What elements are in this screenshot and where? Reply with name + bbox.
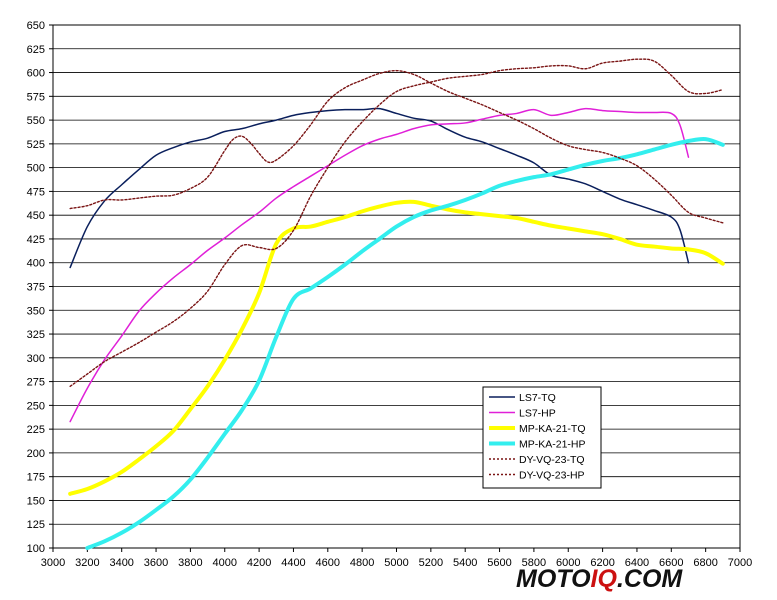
y-tick-label: 175 <box>27 472 45 484</box>
logo-suffix-text: .COM <box>617 565 683 593</box>
x-tick-label: 5800 <box>522 557 546 569</box>
x-tick-label: 4600 <box>316 557 340 569</box>
legend-label: MP-KA-21-TQ <box>519 423 586 435</box>
y-tick-label: 275 <box>27 377 45 389</box>
y-tick-label: 375 <box>27 282 45 294</box>
y-axis-tick-labels: 100 125 150 175 200 225 250 275 300 325 350 375 400 4… <box>27 20 45 555</box>
y-tick-label: 550 <box>27 115 45 127</box>
x-tick-label: 3800 <box>178 557 202 569</box>
gridlines <box>53 24 740 549</box>
legend-box <box>482 386 602 489</box>
x-tick-label: 6200 <box>590 557 614 569</box>
series-line-mp-ka-21-tq <box>68 199 725 496</box>
y-tick-label: 425 <box>27 234 45 246</box>
legend-label: MP-KA-21-HP <box>519 439 586 451</box>
x-tick-label: 7000 <box>728 557 752 569</box>
x-tick-label: 6000 <box>556 557 580 569</box>
y-tick-label: 400 <box>27 258 45 270</box>
logo-main-text: MOTO <box>516 565 591 593</box>
motoiq-logo: MOTOIQ.COM <box>516 565 683 593</box>
x-tick-label: 4000 <box>213 557 237 569</box>
x-tick-label: 5600 <box>487 557 511 569</box>
series-line-dy-vq-23-tq <box>69 69 724 224</box>
x-tick-label: 3000 <box>41 557 65 569</box>
legend-label: LS7-TQ <box>519 392 556 404</box>
y-tick-label: 475 <box>27 186 45 198</box>
x-tick-label: 6600 <box>659 557 683 569</box>
x-tick-label: 3200 <box>75 557 99 569</box>
legend-label: DY-VQ-23-HP <box>519 470 585 482</box>
x-tick-label: 4200 <box>247 557 271 569</box>
y-tick-label: 225 <box>27 424 45 436</box>
logo-accent-text: IQ <box>591 565 618 593</box>
y-tick-label: 150 <box>27 495 45 507</box>
y-tick-label: 575 <box>27 91 45 103</box>
series-line-ls7-tq <box>69 107 690 269</box>
series-line-mp-ka-21-hp <box>85 136 725 550</box>
y-tick-label: 500 <box>27 163 45 175</box>
x-tick-label: 5200 <box>419 557 443 569</box>
y-tick-label: 450 <box>27 210 45 222</box>
y-tick-label: 325 <box>27 329 45 341</box>
legend-label: LS7-HP <box>519 408 556 420</box>
x-tick-label: 6800 <box>693 557 717 569</box>
legend-label: DY-VQ-23-TQ <box>519 454 585 466</box>
series-line-ls7-hp <box>69 107 690 423</box>
x-axis-tick-labels: 3000 3200 3400 3600 3800 4000 4200 4400 4600 4800… <box>41 557 752 569</box>
y-tick-label: 650 <box>27 20 45 32</box>
y-tick-label: 200 <box>27 448 45 460</box>
y-tick-label: 525 <box>27 139 45 151</box>
x-tick-label: 6400 <box>625 557 649 569</box>
legend: LS7-TQ LS7-HP MP-KA-21-TQ MP-KA-21-HP DY-VQ-… <box>482 386 602 489</box>
series-line-dy-vq-23-hp <box>69 58 724 388</box>
x-tick-label: 5000 <box>384 557 408 569</box>
plot-frame <box>52 24 741 549</box>
y-tick-label: 600 <box>27 68 45 80</box>
y-tick-label: 125 <box>27 519 45 531</box>
series-lines <box>68 58 725 550</box>
svg-text:MOTOIQ.COM: MOTOIQ.COM <box>516 565 683 593</box>
y-tick-label: 100 <box>27 543 45 555</box>
axes <box>49 24 741 552</box>
x-tick-label: 3400 <box>109 557 133 569</box>
x-tick-label: 3600 <box>144 557 168 569</box>
x-tick-label: 5400 <box>453 557 477 569</box>
x-tick-label: 4400 <box>281 557 305 569</box>
y-tick-label: 625 <box>27 44 45 56</box>
y-tick-label: 250 <box>27 400 45 412</box>
y-tick-label: 300 <box>27 353 45 365</box>
x-tick-label: 4800 <box>350 557 374 569</box>
y-tick-label: 350 <box>27 305 45 317</box>
